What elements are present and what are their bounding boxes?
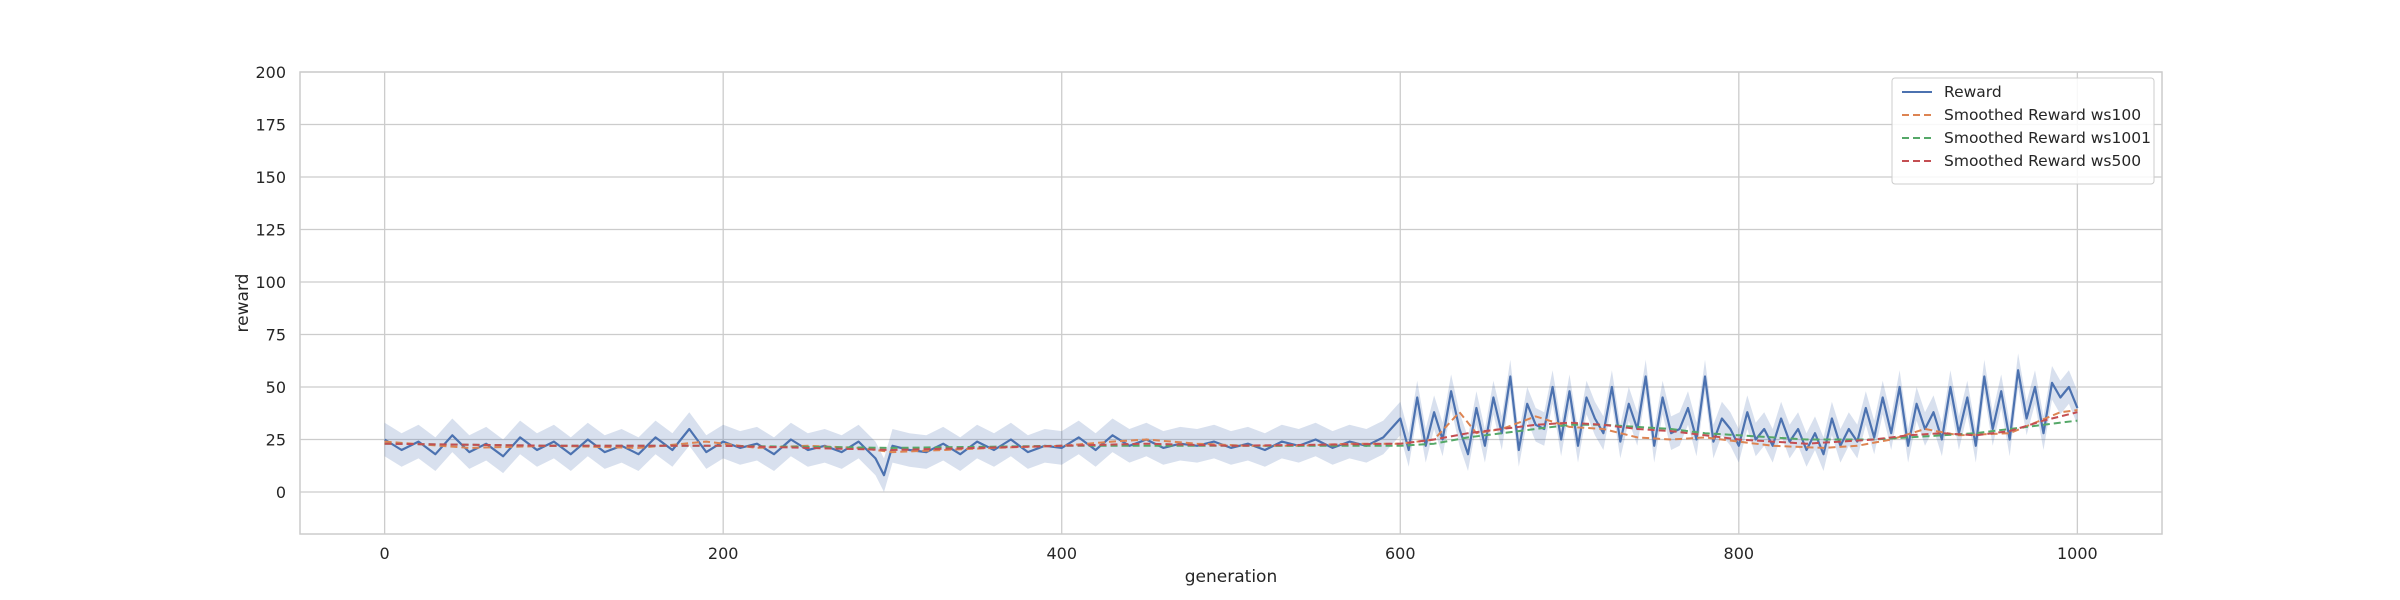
legend-label: Smoothed Reward ws500 bbox=[1944, 152, 2141, 170]
x-axis-label: generation bbox=[1185, 567, 1277, 587]
x-tick-label: 400 bbox=[1046, 544, 1077, 563]
legend: Reward Smoothed Reward ws100 Smoothed Rewa… bbox=[1891, 77, 2155, 185]
y-tick-labels: 0 25 50 75 100 125 150 175 200 bbox=[255, 63, 286, 502]
y-tick-label: 125 bbox=[255, 221, 286, 240]
plot-frame bbox=[299, 71, 2163, 535]
x-tick-label: 800 bbox=[1724, 544, 1755, 563]
y-tick-label: 175 bbox=[255, 116, 286, 135]
y-tick-label: 200 bbox=[255, 63, 286, 82]
plot-area bbox=[300, 72, 2162, 534]
x-tick-label: 200 bbox=[708, 544, 739, 563]
x-tick-labels: 0 200 400 600 800 1000 bbox=[380, 544, 2098, 563]
y-tick-label: 25 bbox=[266, 431, 286, 450]
x-tick-label: 600 bbox=[1385, 544, 1416, 563]
y-tick-label: 50 bbox=[266, 378, 286, 397]
y-tick-label: 0 bbox=[276, 483, 286, 502]
legend-label: Smoothed Reward ws100 bbox=[1944, 106, 2141, 124]
legend-label: Smoothed Reward ws1001 bbox=[1944, 129, 2151, 147]
series-line-3 bbox=[384, 411, 2078, 451]
confidence-band bbox=[384, 353, 2078, 492]
series-line-2 bbox=[384, 419, 2078, 449]
confidence-bands bbox=[384, 353, 2078, 492]
legend-label: Reward bbox=[1944, 83, 2002, 101]
series-lines bbox=[384, 369, 2079, 477]
y-axis-label: reward bbox=[233, 274, 253, 333]
y-tick-label: 75 bbox=[266, 326, 286, 345]
y-tick-label: 150 bbox=[255, 168, 286, 187]
x-tick-label: 1000 bbox=[2057, 544, 2098, 563]
y-tick-label: 100 bbox=[255, 273, 286, 292]
x-tick-label: 0 bbox=[380, 544, 390, 563]
legend-box bbox=[1891, 77, 2155, 185]
